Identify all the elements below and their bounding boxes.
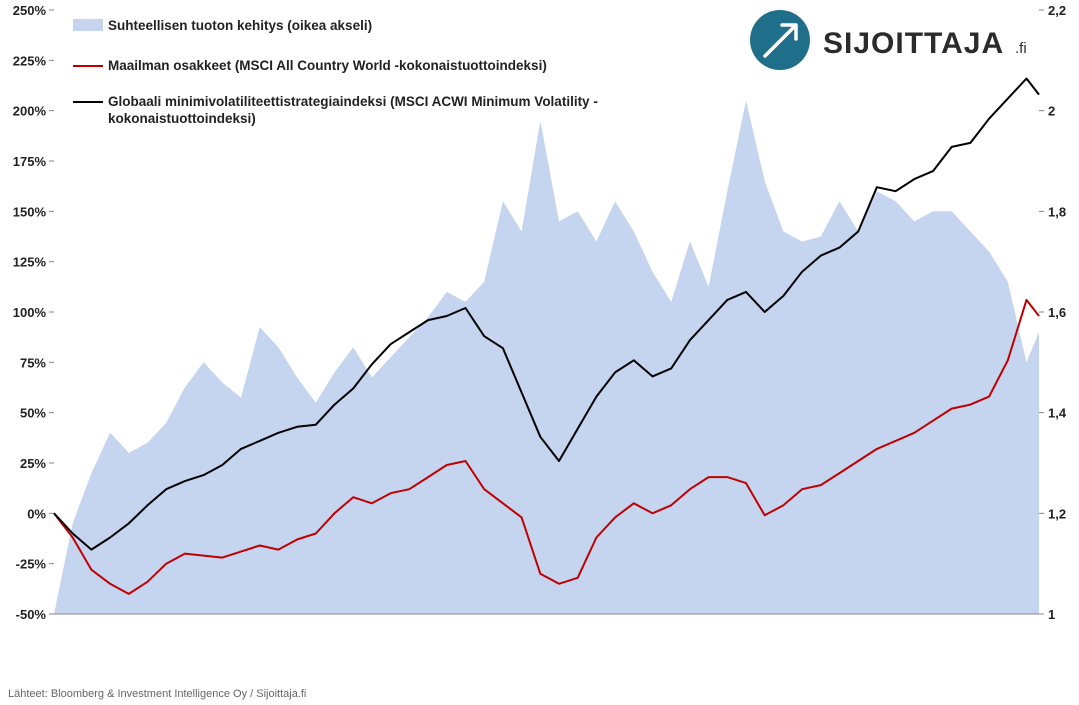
logo-suffix: .fi	[1015, 40, 1027, 57]
legend-label: Suhteellisen tuoton kehitys (oikea aksel…	[108, 18, 372, 33]
legend-entry-minvol: Globaali minimivolatiliteettistrategiain…	[73, 94, 598, 126]
left-tick-label: 150%	[13, 204, 47, 219]
left-tick-label: 25%	[20, 456, 46, 471]
minimum-volatility-line	[53, 77, 1040, 551]
right-tick-label: 1,4	[1048, 406, 1067, 421]
left-tick-label: 125%	[13, 255, 47, 270]
legend-label: Maailman osakkeet (MSCI All Country Worl…	[108, 58, 547, 73]
right-tick-label: 1,8	[1048, 204, 1066, 219]
legend-label-line: Globaali minimivolatiliteettistrategiain…	[108, 94, 598, 109]
left-tick-label: 50%	[20, 406, 46, 421]
legend: Suhteellisen tuoton kehitys (oikea aksel…	[73, 18, 598, 126]
left-tick-label: 225%	[13, 53, 47, 68]
right-tick-label: 2	[1048, 104, 1055, 119]
right-axis: 2,2 2 1,8 1,6 1,4 1,2 1	[1039, 3, 1067, 622]
left-tick-label: 175%	[13, 154, 47, 169]
left-tick-label: 75%	[20, 355, 46, 370]
series-lines-layer	[53, 77, 1040, 595]
right-tick-label: 2,2	[1048, 3, 1066, 18]
legend-swatch-area	[73, 19, 103, 31]
left-tick-label: 0%	[27, 506, 46, 521]
left-axis: 250% 225% 200% 175% 150% 125% 100% 75% 50% 25% 0% -…	[13, 3, 54, 622]
relative-return-area	[54, 100, 1039, 615]
left-tick-label: -50%	[16, 607, 47, 622]
left-tick-label: -25%	[16, 557, 47, 572]
legend-label: Globaali minimivolatiliteettistrategiain…	[108, 94, 598, 126]
right-tick-label: 1,2	[1048, 506, 1066, 521]
right-tick-label: 1	[1048, 607, 1055, 622]
legend-entry-world-equities: Maailman osakkeet (MSCI All Country Worl…	[73, 58, 547, 73]
legend-label-line: kokonaistuottoindeksi)	[108, 111, 256, 126]
logo-arrow-icon-arrow	[763, 23, 798, 58]
source-note: Lähteet: Bloomberg & Investment Intellig…	[8, 688, 306, 700]
legend-entry-relative-return: Suhteellisen tuoton kehitys (oikea aksel…	[73, 18, 372, 33]
left-tick-label: 100%	[13, 305, 47, 320]
world-equities-line	[53, 298, 1040, 595]
left-tick-label: 250%	[13, 3, 47, 18]
right-tick-label: 1,6	[1048, 305, 1066, 320]
logo: SIJOITTAJA .fi	[750, 10, 1027, 70]
relative-return-area-layer	[54, 100, 1039, 615]
left-tick-label: 200%	[13, 104, 47, 119]
logo-wordmark: SIJOITTAJA	[823, 27, 1004, 60]
